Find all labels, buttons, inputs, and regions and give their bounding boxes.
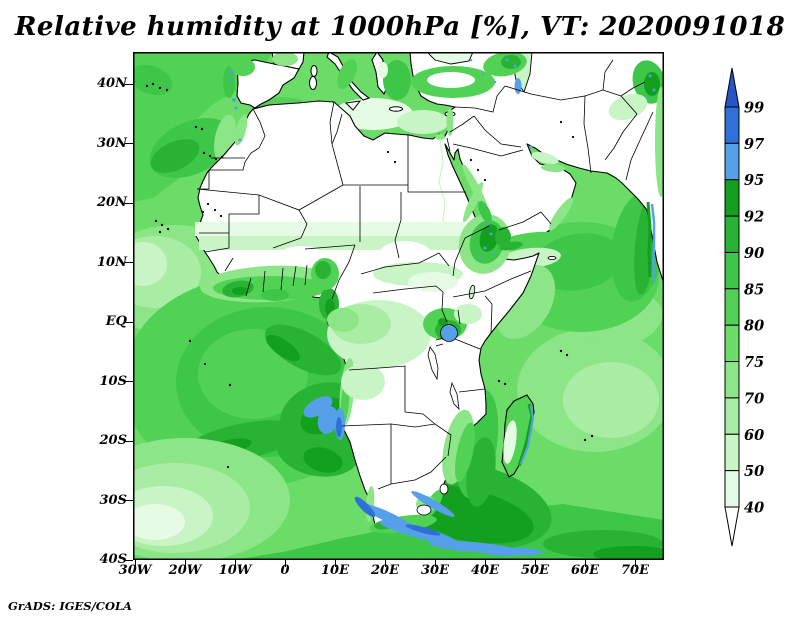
colorbar-segment — [724, 470, 740, 508]
lat-tick — [125, 381, 133, 383]
lat-tick — [125, 321, 133, 323]
lat-tick-label: 30S — [99, 492, 127, 508]
lat-tick — [125, 143, 133, 145]
colorbar-segment — [724, 106, 740, 144]
socotra — [547, 255, 557, 261]
lon-tick-label: 0 — [280, 563, 290, 578]
plot-title: Relative humidity at 1000hPa [%], VT: 20… — [14, 12, 786, 42]
lon-tick-label: 20E — [371, 563, 399, 578]
lon-tick-label: 10W — [218, 563, 252, 578]
lat-tick-label: 10N — [97, 254, 127, 270]
lat-tick-label: 40N — [97, 76, 127, 91]
colorbar-segment — [724, 324, 740, 363]
lon-tick — [534, 560, 536, 567]
colorbar-segment — [724, 361, 740, 399]
lon-tick-label: 40E — [471, 563, 499, 578]
lon-tick — [384, 560, 386, 567]
lake-tanganyika — [427, 346, 439, 381]
colorbar-segment — [724, 215, 740, 253]
lat-tick — [125, 202, 133, 204]
lon-tick — [234, 560, 236, 567]
crete — [389, 106, 403, 112]
swaziland — [439, 483, 449, 495]
lon-tick — [484, 560, 486, 567]
africa-humidity-map — [80, 51, 673, 562]
lon-tick — [434, 560, 436, 567]
colorbar-label: 90 — [744, 245, 764, 262]
colorbar-segment — [724, 433, 740, 472]
sicily — [344, 100, 362, 111]
sardinia — [309, 76, 317, 90]
lat-tick — [125, 559, 133, 561]
lat-tick — [125, 440, 133, 442]
lat-tick-label: 20N — [97, 195, 127, 210]
colorbar-label: 99 — [744, 100, 764, 117]
lat-tick-label: 40S — [99, 552, 127, 567]
lon-tick — [334, 560, 336, 567]
colorbar-segment — [724, 179, 740, 217]
colorbar-label: 70 — [744, 390, 764, 407]
lon-tick — [584, 560, 586, 567]
lon-tick-label: 50E — [521, 563, 549, 578]
colorbar-legend: 99 97 95 92 90 85 80 75 70 60 50 40 — [724, 67, 764, 547]
lon-tick — [134, 560, 136, 567]
corsica — [310, 65, 318, 77]
colorbar-segment — [724, 288, 740, 326]
lon-tick-label: 20W — [168, 563, 202, 578]
lat-tick-label: 30N — [97, 135, 127, 151]
lake-victoria — [440, 324, 458, 342]
lat-tick-label: EQ — [105, 314, 127, 329]
colorbar-arrow-down — [724, 506, 740, 547]
lon-tick-label: 70E — [621, 563, 649, 578]
colorbar-label: 40 — [744, 500, 764, 517]
lon-tick — [184, 560, 186, 567]
colorbar-label: 75 — [744, 354, 764, 371]
colorbar-label: 60 — [744, 427, 764, 444]
lake-turkana — [468, 284, 476, 300]
lat-tick-label: 20S — [99, 433, 127, 448]
lat-tick-label: 10S — [99, 373, 127, 389]
colorbar-segment — [724, 142, 740, 181]
colorbar-arrow-up — [724, 67, 740, 108]
colorbar-label: 80 — [744, 318, 764, 335]
lon-tick-label: 30W — [118, 563, 152, 578]
lon-tick-label: 10E — [321, 563, 349, 578]
lon-tick — [634, 560, 636, 567]
attribution: GrADS: IGES/COLA — [8, 599, 132, 613]
lat-tick — [125, 83, 133, 85]
colorbar-label: 50 — [744, 463, 764, 480]
lat-tick — [125, 500, 133, 502]
colorbar-label: 92 — [744, 209, 764, 226]
colorbar-label: 85 — [744, 281, 764, 298]
island-specks — [145, 82, 594, 469]
map-frame-border — [133, 52, 664, 560]
colorbar-label: 95 — [744, 172, 764, 189]
colorbar-segment — [724, 397, 740, 435]
lon-tick-label: 30E — [421, 563, 449, 578]
colorbar-segment — [724, 251, 740, 290]
lon-tick-label: 60E — [571, 563, 599, 578]
country-borders — [196, 59, 654, 490]
lesotho — [416, 504, 432, 516]
lake-malawi — [449, 381, 460, 411]
lat-tick — [125, 262, 133, 264]
colorbar-label: 97 — [744, 136, 764, 153]
lon-tick — [284, 560, 286, 567]
map-area — [80, 51, 673, 562]
